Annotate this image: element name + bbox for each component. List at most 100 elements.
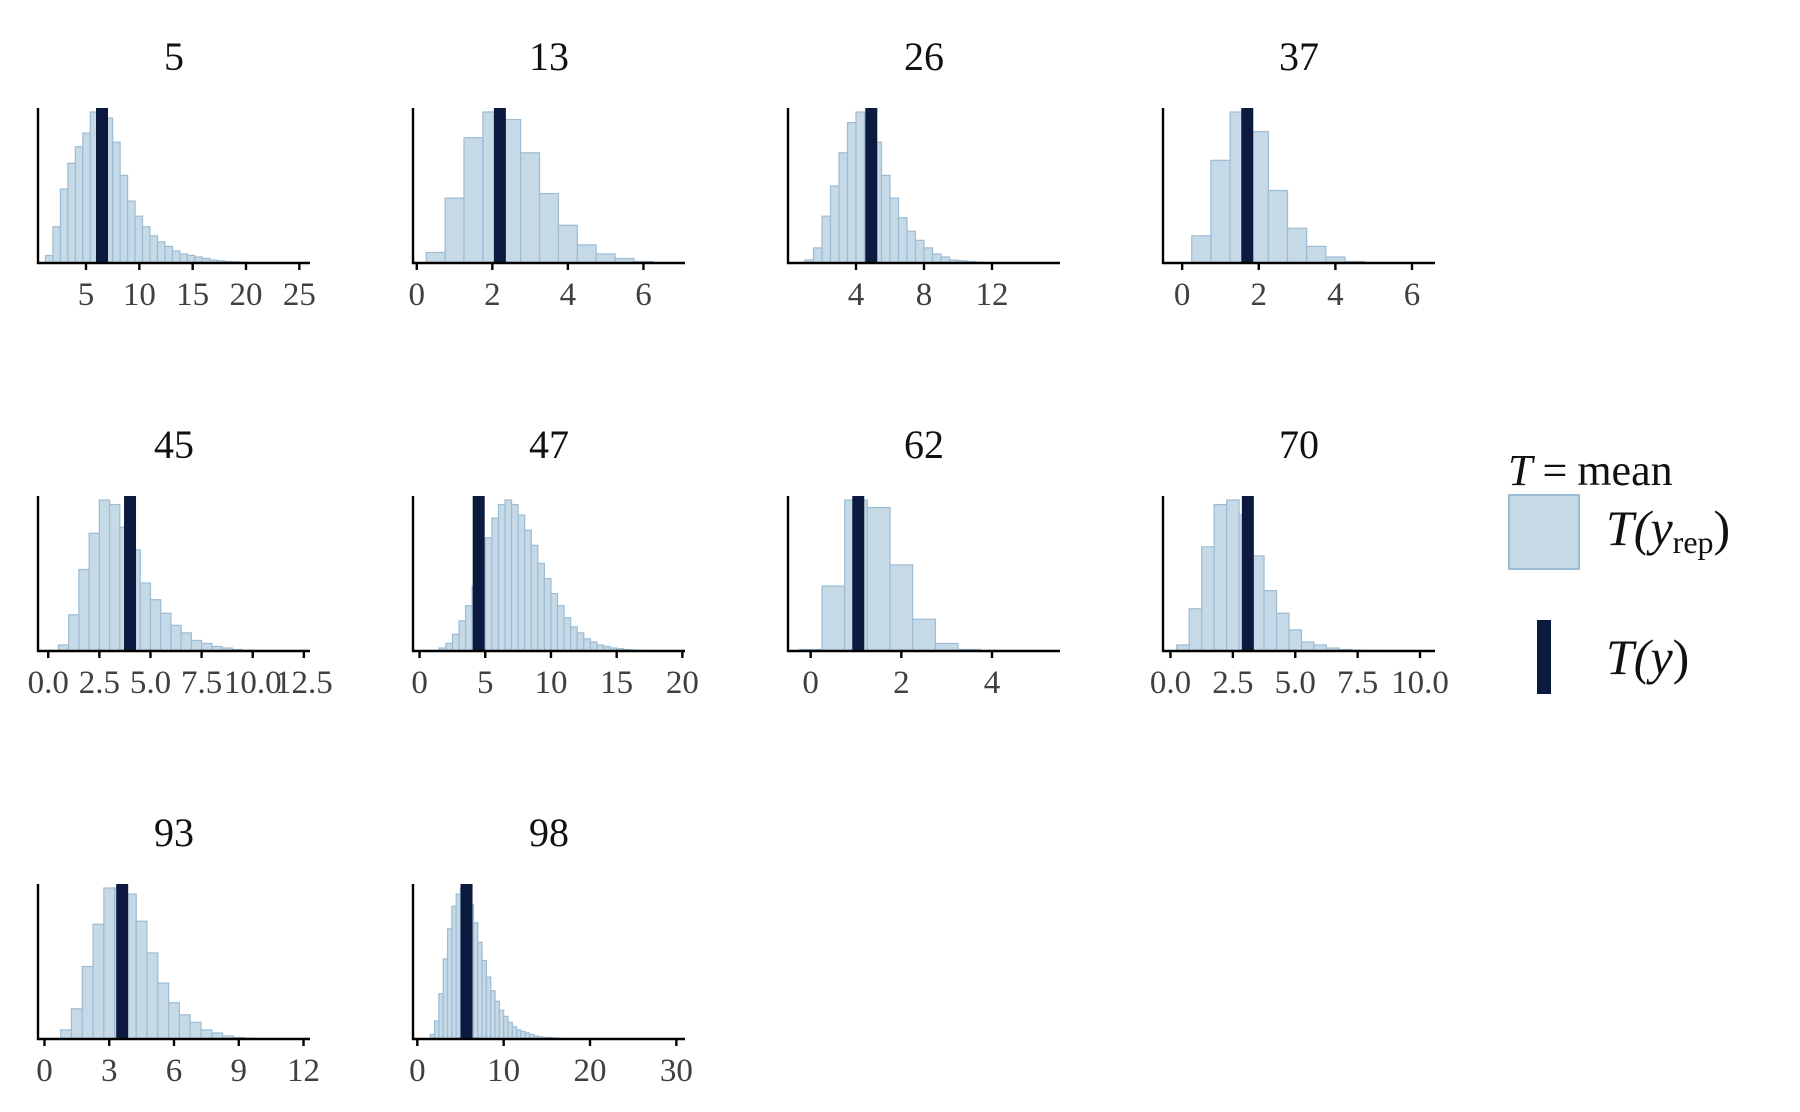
histogram-panel: 45 0.0 2.5 5.0 7.5 10.012.5 bbox=[28, 422, 333, 701]
histogram-bar bbox=[146, 952, 159, 1040]
histogram-panel: 98 0 10 20 30 bbox=[409, 810, 693, 1089]
histogram-bar bbox=[576, 244, 597, 264]
x-tick-label: 0 bbox=[36, 1053, 53, 1089]
histogram-bar bbox=[931, 253, 942, 264]
histogram-panel: 5 5 10 15 20 25 bbox=[36, 34, 316, 313]
panel-title: 62 bbox=[904, 422, 944, 467]
legend-rep-open: T( bbox=[1606, 500, 1654, 556]
x-tick-label: 2.5 bbox=[79, 665, 120, 701]
histogram-bar bbox=[446, 928, 453, 1040]
histogram-bar bbox=[1288, 629, 1303, 652]
legend: T = mean T(yrep) T(y) bbox=[1508, 446, 1730, 694]
histogram-bar bbox=[88, 532, 100, 652]
histogram-bar bbox=[1201, 546, 1215, 652]
x-tick-label: 2 bbox=[484, 277, 501, 313]
histogram-bar bbox=[92, 923, 105, 1040]
histogram-bar bbox=[1210, 159, 1231, 264]
histogram-bar bbox=[880, 174, 891, 264]
x-tick-label: 9 bbox=[231, 1053, 248, 1089]
histogram-bar bbox=[524, 529, 532, 652]
histogram-bar bbox=[1188, 608, 1203, 652]
histogram-bar bbox=[178, 1014, 191, 1040]
legend-stat-symbol: T bbox=[1508, 446, 1536, 495]
histogram-bar bbox=[497, 503, 506, 652]
histogram-bar bbox=[126, 200, 136, 264]
histogram-bar bbox=[171, 250, 181, 264]
legend-title: T = mean bbox=[1508, 446, 1673, 495]
histogram-bar bbox=[530, 544, 539, 652]
histogram-panel: 37 0 2 4 6 bbox=[1161, 34, 1435, 313]
histogram-bar bbox=[103, 887, 116, 1040]
histogram-bar bbox=[1213, 503, 1228, 652]
histogram-bar bbox=[433, 1020, 440, 1040]
legend-obs-label: T(y) bbox=[1606, 629, 1689, 685]
x-tick-label: 6 bbox=[166, 1053, 183, 1089]
panel-title: 98 bbox=[529, 810, 569, 855]
legend-rep-label: T(yrep) bbox=[1606, 500, 1730, 560]
histogram-bar bbox=[463, 137, 484, 264]
panel-title: 26 bbox=[904, 34, 944, 79]
histogram-bar bbox=[67, 162, 76, 264]
x-tick-label: 12 bbox=[287, 1053, 320, 1089]
legend-stat-name: mean bbox=[1577, 446, 1672, 495]
histogram-bar bbox=[180, 632, 192, 652]
x-tick-label: 0 bbox=[411, 665, 428, 701]
legend-rep-swatch bbox=[1508, 494, 1580, 570]
histogram-bar bbox=[507, 1021, 513, 1040]
x-tick-label: 0 bbox=[409, 277, 426, 313]
histogram-bar bbox=[889, 197, 900, 264]
legend-obs-close: ) bbox=[1673, 629, 1690, 685]
histogram-bar bbox=[595, 253, 616, 264]
histogram-bar bbox=[821, 585, 846, 652]
histogram-bar bbox=[164, 245, 174, 264]
histogram-bar bbox=[906, 230, 917, 264]
histogram-bar bbox=[923, 247, 934, 264]
histogram-bar bbox=[135, 920, 148, 1040]
histogram-bar bbox=[108, 503, 121, 652]
x-tick-label: 0.0 bbox=[1150, 665, 1191, 701]
histogram-bar bbox=[914, 239, 925, 264]
x-tick-label: 4 bbox=[848, 277, 865, 313]
x-tick-label: 8 bbox=[916, 277, 933, 313]
histogram-bar bbox=[538, 192, 560, 264]
legend-equals: = bbox=[1542, 446, 1567, 495]
histogram-bar bbox=[494, 1000, 500, 1040]
histogram-panel: 93 0 3 6 9 12 bbox=[36, 810, 320, 1089]
histogram-bar bbox=[68, 614, 80, 652]
panel-title: 5 bbox=[164, 34, 184, 79]
histogram-bar bbox=[866, 506, 891, 652]
histogram-bar bbox=[156, 241, 166, 264]
histogram-bar bbox=[829, 185, 840, 264]
histogram-bar bbox=[838, 152, 849, 264]
histogram-bar bbox=[74, 146, 84, 264]
panel-title: 37 bbox=[1279, 34, 1319, 79]
histogram-bar bbox=[912, 618, 936, 652]
x-tick-label: 2.5 bbox=[1212, 665, 1253, 701]
legend-rep-close: ) bbox=[1714, 500, 1731, 556]
x-tick-label: 25 bbox=[283, 277, 316, 313]
x-tick-label: 15 bbox=[176, 277, 209, 313]
histogram-bar bbox=[179, 253, 188, 264]
histogram-bar bbox=[484, 537, 493, 652]
x-tick-label: 6 bbox=[635, 277, 652, 313]
histogram-bar bbox=[52, 226, 62, 264]
x-tick-label: 2 bbox=[893, 665, 910, 701]
histogram-bar bbox=[451, 633, 460, 652]
histogram-bar bbox=[498, 1009, 505, 1040]
x-tick-label: 5 bbox=[78, 277, 95, 313]
x-tick-label: 0 bbox=[802, 665, 819, 701]
legend-obs-open: T( bbox=[1606, 629, 1654, 685]
histogram-bar bbox=[190, 639, 203, 652]
histogram-bar bbox=[464, 605, 473, 652]
histogram-bar bbox=[485, 976, 492, 1040]
legend-rep-var: y bbox=[1645, 500, 1673, 556]
histogram-bar bbox=[543, 577, 552, 652]
x-tick-label: 30 bbox=[660, 1053, 693, 1089]
histogram-bar bbox=[511, 1026, 518, 1040]
x-tick-label: 2 bbox=[1251, 277, 1268, 313]
histogram-bar bbox=[70, 1008, 83, 1040]
x-tick-label: 6 bbox=[1404, 277, 1421, 313]
x-tick-label: 7.5 bbox=[181, 665, 222, 701]
panel-title: 70 bbox=[1279, 422, 1319, 467]
histogram-bar bbox=[1286, 227, 1308, 264]
